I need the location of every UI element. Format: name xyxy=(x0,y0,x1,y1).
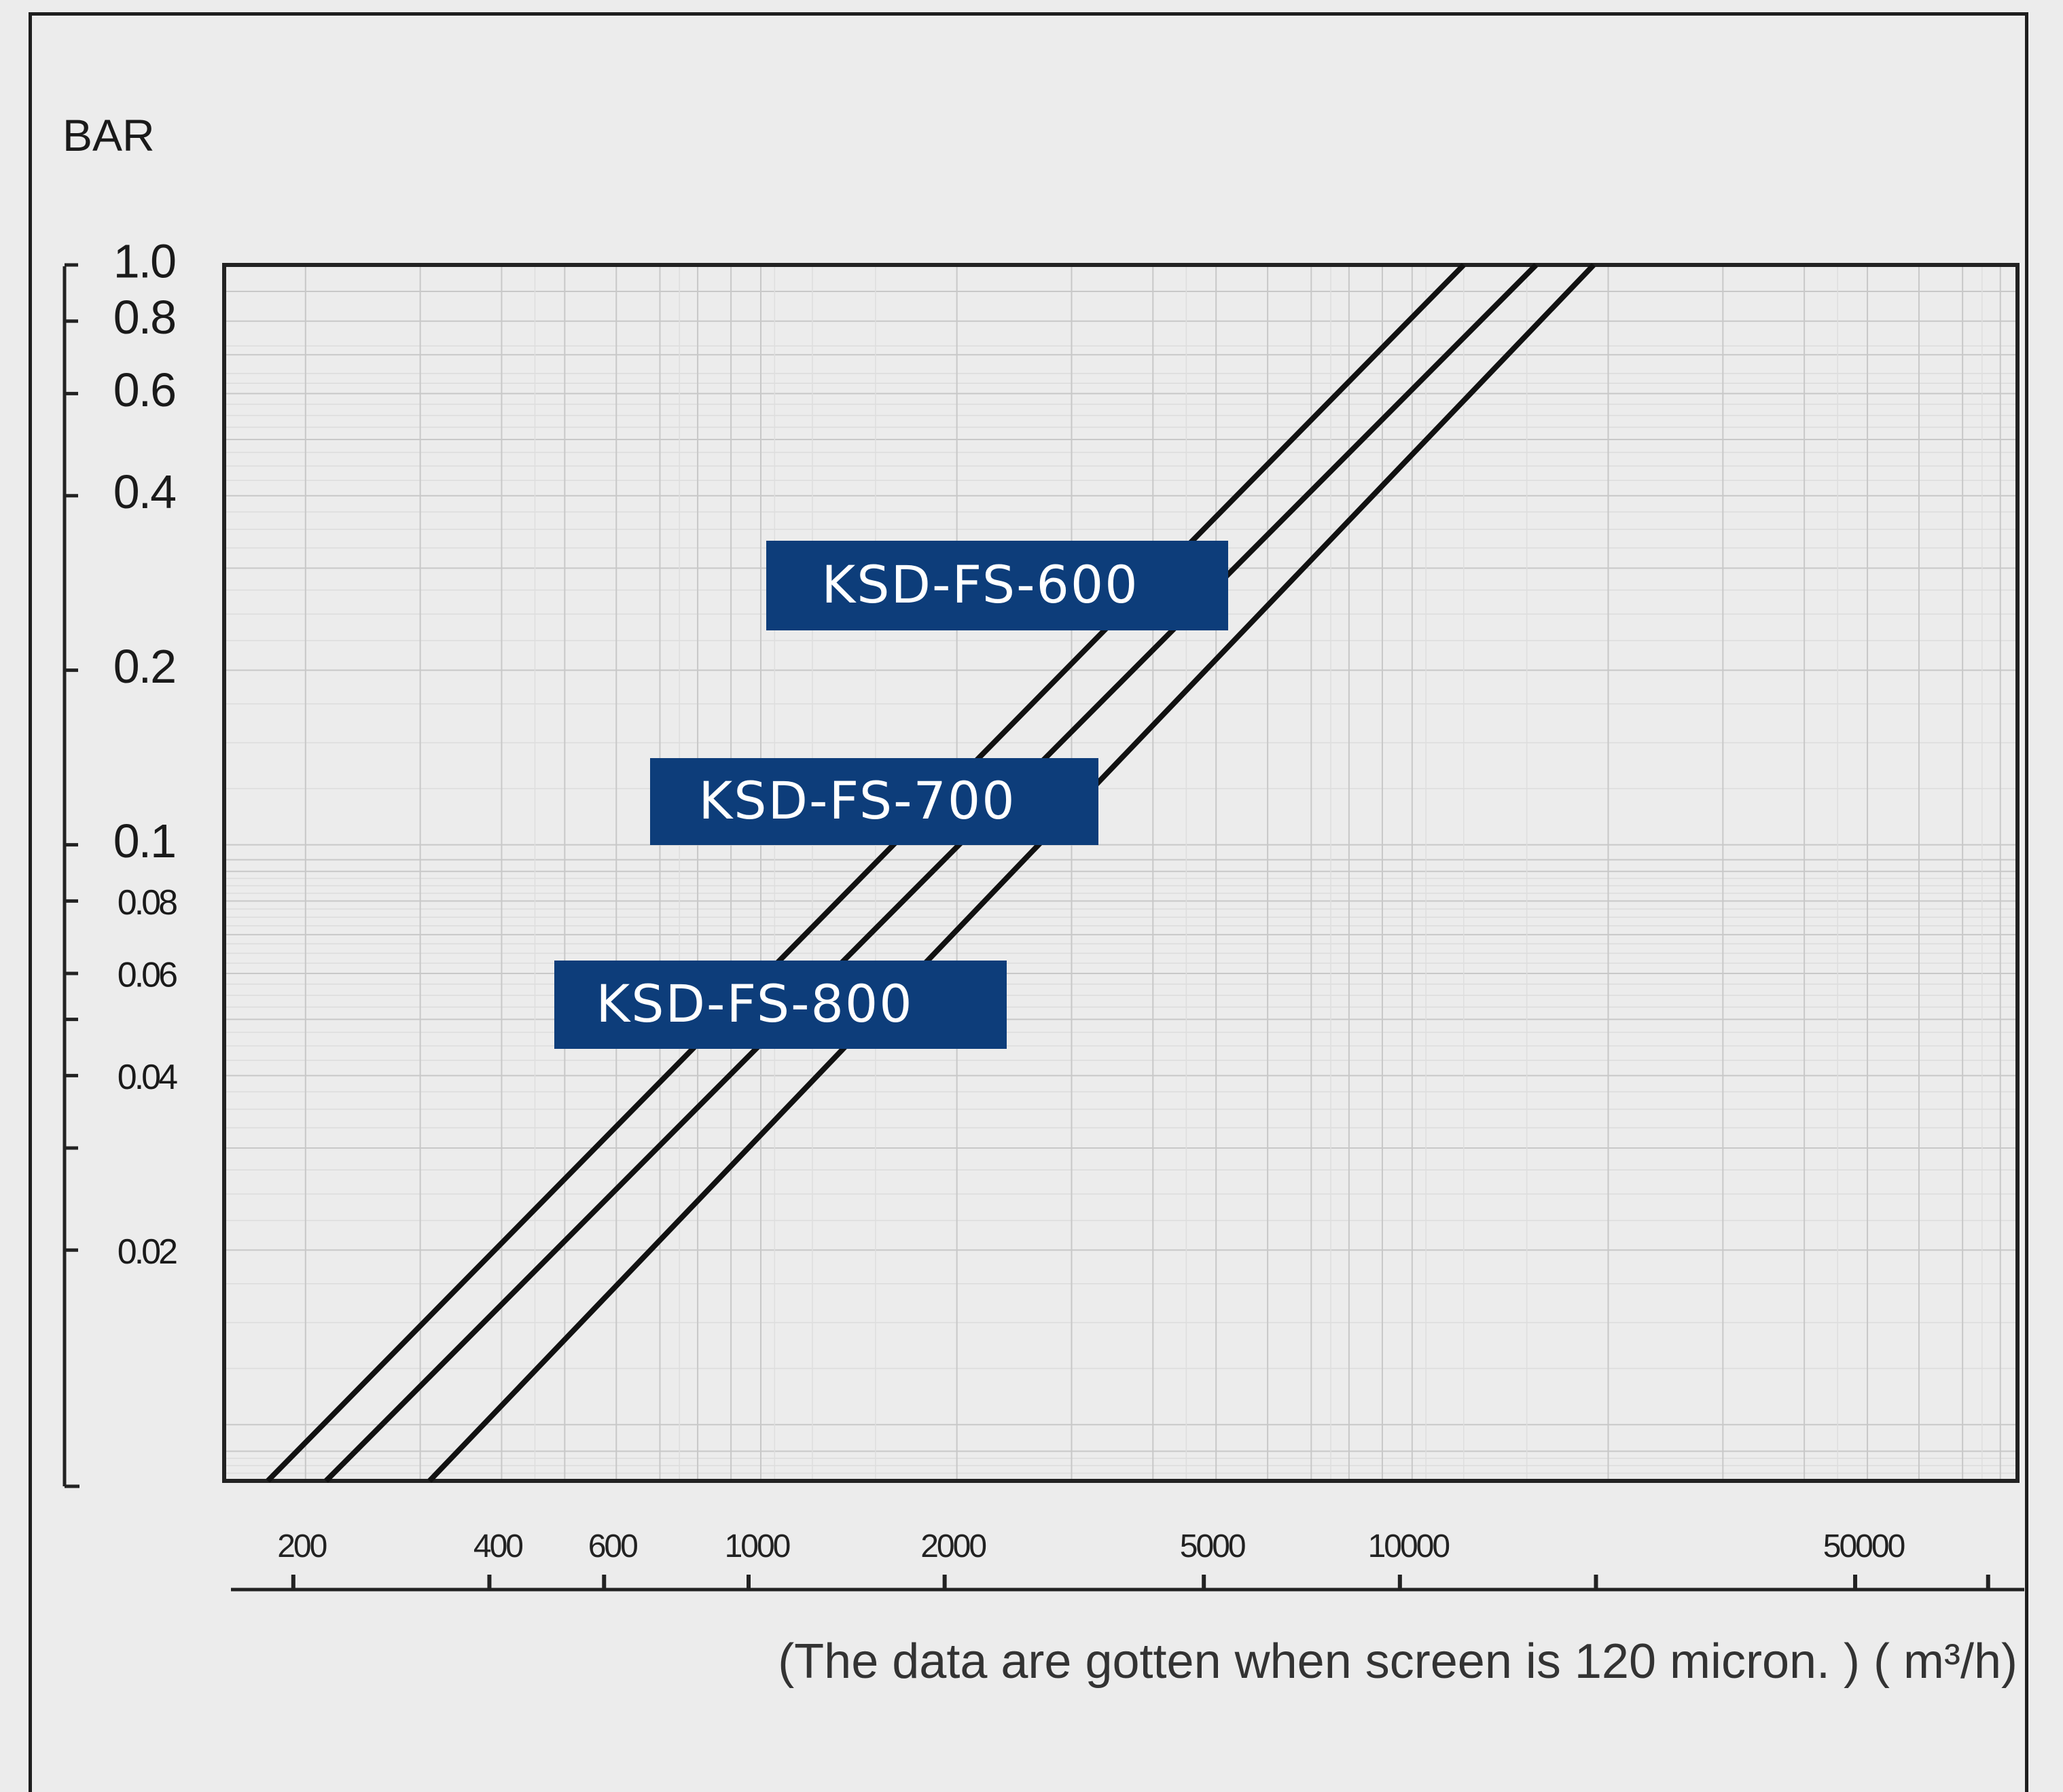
series-label-text: KSD-FS-700 xyxy=(698,770,1016,831)
y-tick-label: 0.1 xyxy=(113,814,175,867)
x-tick-label: 600 xyxy=(588,1528,637,1564)
x-tick-label: 1000 xyxy=(725,1528,790,1564)
y-tick-label: 0.8 xyxy=(113,291,175,344)
y-tick-label: 0.06 xyxy=(118,956,177,995)
x-tick-label: 10000 xyxy=(1368,1528,1450,1564)
y-tick-label: 0.02 xyxy=(118,1232,177,1272)
series-label-box xyxy=(554,961,1007,1049)
x-axis-label: (The data are gotten when screen is 120 … xyxy=(778,1634,2017,1689)
series-line xyxy=(324,263,1539,1483)
series-label-text: KSD-FS-600 xyxy=(821,554,1138,615)
series-label-text: KSD-FS-800 xyxy=(596,973,913,1034)
series-line xyxy=(266,263,1466,1483)
grid xyxy=(224,265,2017,1482)
y-axis: 1.00.8 0.6 0.4 0.2 0.1 0.08 0.06 0.04 0.02 xyxy=(62,234,180,1488)
x-axis: 200 400 600 1000 2000 5000 10000 50000 xyxy=(231,1528,2024,1592)
chart-frame xyxy=(29,12,2028,1792)
series-lines xyxy=(266,263,1596,1483)
y-tick-label: 1.0 xyxy=(113,234,175,287)
y-axis-label: BAR xyxy=(62,110,155,160)
x-tick-label: 50000 xyxy=(1823,1528,1905,1564)
series-label-box xyxy=(766,541,1228,630)
x-tick-label: 5000 xyxy=(1180,1528,1245,1564)
plot-area xyxy=(222,263,2020,1483)
series-line xyxy=(427,263,1596,1483)
y-tick-label: 0.4 xyxy=(113,465,175,518)
series-label-box xyxy=(650,758,1098,845)
y-tick-label: 0.6 xyxy=(113,363,175,416)
y-tick-label: 0.2 xyxy=(113,640,175,693)
x-tick-label: 400 xyxy=(473,1528,522,1564)
y-tick-label: 0.08 xyxy=(118,883,177,922)
x-tick-label: 2000 xyxy=(920,1528,986,1564)
series-labels: KSD-FS-600 KSD-FS-700 KSD-FS-800 xyxy=(554,541,1228,1049)
y-tick-label: 0.04 xyxy=(118,1058,177,1097)
x-tick-label: 200 xyxy=(277,1528,326,1564)
